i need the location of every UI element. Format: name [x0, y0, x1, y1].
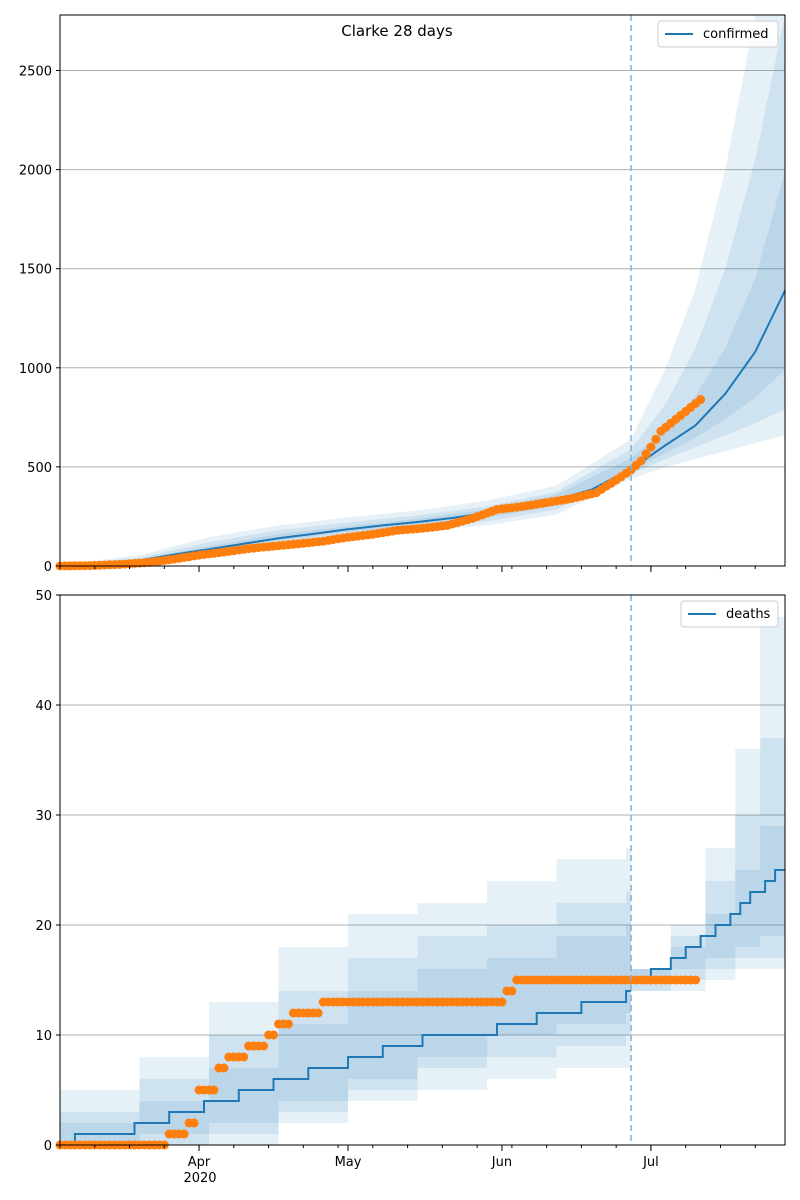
- observed-point: [219, 1063, 229, 1073]
- observed-point: [269, 1030, 278, 1040]
- legend-label: confirmed: [703, 27, 769, 42]
- observed-point: [259, 1041, 269, 1051]
- x-tick-label: Apr: [188, 1155, 211, 1170]
- y-tick-label: 0: [44, 560, 52, 575]
- panel-confirmed-axes: 0 500 1000 1500 2000 2500: [19, 14, 786, 575]
- y-tick-label: 10: [35, 1029, 52, 1044]
- legend-deaths: deaths: [680, 600, 779, 628]
- model-median-line: [60, 869, 785, 1146]
- uncertainty-band: [60, 793, 785, 1145]
- x-axis: Apr May Jun Jul: [188, 1155, 659, 1170]
- uncertainty-band: [60, 595, 785, 1145]
- uncertainty-band: [60, 15, 785, 566]
- panel-deaths-bands: [60, 595, 785, 1145]
- panel-deaths: 0 10 20 30 40 50 deaths: [35, 589, 786, 1154]
- legend-confirmed: confirmed: [657, 20, 779, 48]
- plot-frame: [59, 594, 786, 1146]
- panel-confirmed: 0 500 1000 1500 2000 2500 Clarke 28 days conf…: [19, 14, 786, 575]
- x-tick-label: Jul: [642, 1155, 659, 1170]
- legend-box: [680, 600, 779, 628]
- observed-point: [646, 442, 656, 452]
- observed-point: [313, 1008, 323, 1018]
- x-tick-label: Jun: [491, 1155, 512, 1170]
- observed-point: [189, 1118, 199, 1128]
- panel-deaths-observed: [55, 975, 701, 1150]
- observed-point: [209, 1085, 219, 1095]
- panel-confirmed-grid: [60, 69, 785, 567]
- y-tick-label: 30: [35, 809, 52, 824]
- observed-point: [283, 1019, 293, 1029]
- legend-label: deaths: [726, 607, 771, 622]
- y-tick-label: 2500: [19, 64, 52, 79]
- observed-point: [239, 1052, 249, 1062]
- observed-point: [696, 395, 706, 404]
- observed-point: [497, 997, 507, 1007]
- observed-point: [691, 975, 701, 985]
- panel-deaths-axes: 0 10 20 30 40 50: [35, 589, 786, 1154]
- y-tick-label: 40: [35, 699, 52, 714]
- observed-point: [651, 434, 661, 444]
- x-year-label: 2020: [183, 1171, 216, 1186]
- observed-point: [507, 986, 517, 996]
- chart-title: Clarke 28 days: [341, 22, 453, 40]
- observed-point: [641, 449, 651, 459]
- panel-deaths-model: [60, 869, 785, 1146]
- x-tick-label: May: [335, 1155, 362, 1170]
- y-tick-label: 1500: [19, 263, 52, 278]
- y-tick-label: 50: [35, 589, 52, 604]
- uncertainty-band: [60, 661, 785, 1145]
- panel-confirmed-bands: [60, 15, 785, 566]
- observed-point: [636, 456, 646, 466]
- y-tick-label: 20: [35, 919, 52, 934]
- y-tick-label: 0: [44, 1139, 52, 1154]
- plot-frame: [59, 14, 786, 567]
- y-tick-label: 2000: [19, 164, 52, 179]
- uncertainty-band: [60, 15, 785, 566]
- legend-box: [657, 20, 779, 48]
- panel-confirmed-observed: [55, 395, 706, 571]
- panel-confirmed-model: [59, 290, 786, 567]
- model-median-line: [59, 290, 786, 567]
- observed-point: [179, 1129, 189, 1139]
- y-tick-label: 1000: [19, 362, 52, 377]
- y-tick-label: 500: [27, 461, 52, 476]
